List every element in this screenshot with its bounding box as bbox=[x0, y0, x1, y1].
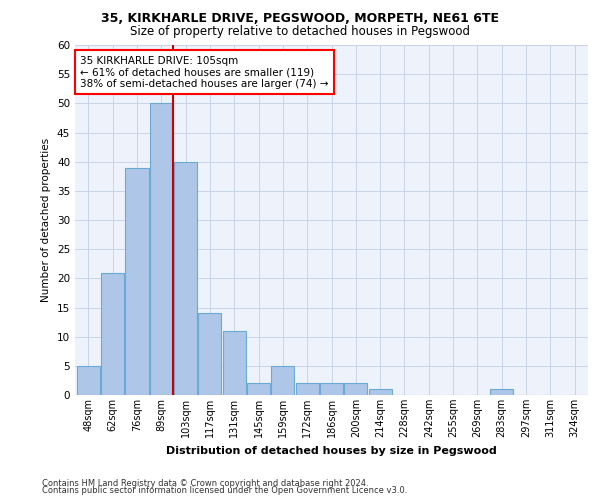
Text: Contains public sector information licensed under the Open Government Licence v3: Contains public sector information licen… bbox=[42, 486, 407, 495]
Bar bbox=[101, 272, 124, 395]
X-axis label: Distribution of detached houses by size in Pegswood: Distribution of detached houses by size … bbox=[166, 446, 497, 456]
Bar bbox=[77, 366, 100, 395]
Bar bbox=[271, 366, 295, 395]
Bar bbox=[247, 384, 270, 395]
Text: 35, KIRKHARLE DRIVE, PEGSWOOD, MORPETH, NE61 6TE: 35, KIRKHARLE DRIVE, PEGSWOOD, MORPETH, … bbox=[101, 12, 499, 26]
Bar bbox=[320, 384, 343, 395]
Bar bbox=[223, 331, 246, 395]
Text: Contains HM Land Registry data © Crown copyright and database right 2024.: Contains HM Land Registry data © Crown c… bbox=[42, 478, 368, 488]
Bar bbox=[368, 389, 392, 395]
Text: 35 KIRKHARLE DRIVE: 105sqm
← 61% of detached houses are smaller (119)
38% of sem: 35 KIRKHARLE DRIVE: 105sqm ← 61% of deta… bbox=[80, 56, 329, 88]
Text: Size of property relative to detached houses in Pegswood: Size of property relative to detached ho… bbox=[130, 25, 470, 38]
Y-axis label: Number of detached properties: Number of detached properties bbox=[41, 138, 52, 302]
Bar bbox=[344, 384, 367, 395]
Bar bbox=[174, 162, 197, 395]
Bar bbox=[150, 104, 173, 395]
Bar bbox=[296, 384, 319, 395]
Bar bbox=[199, 314, 221, 395]
Bar bbox=[125, 168, 149, 395]
Bar bbox=[490, 389, 513, 395]
